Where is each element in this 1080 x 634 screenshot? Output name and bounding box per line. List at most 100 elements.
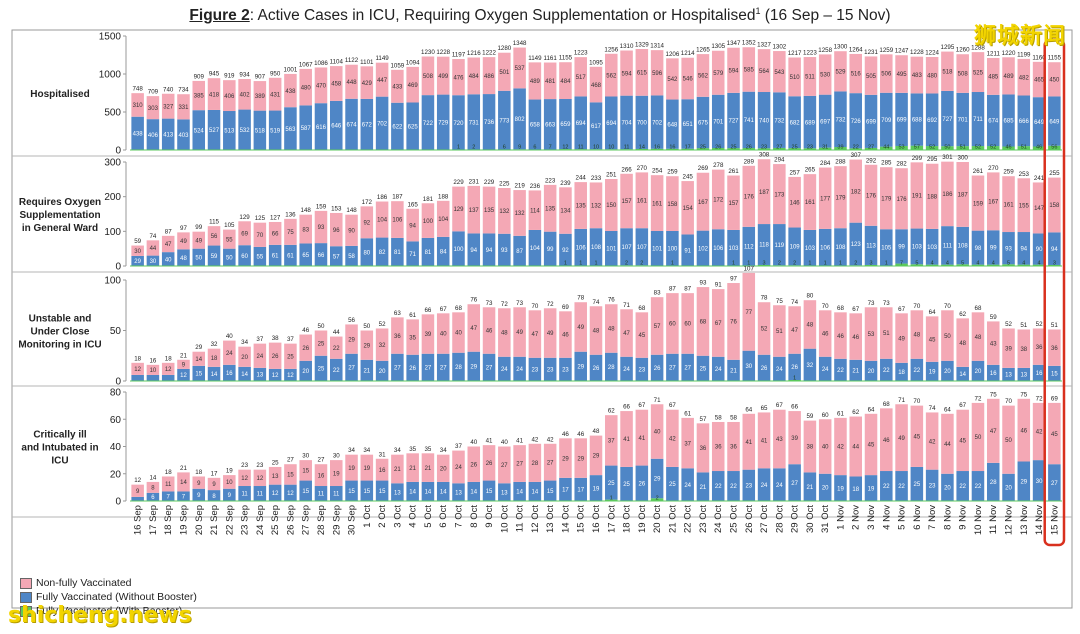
data-label-fully: 15 bbox=[1051, 372, 1058, 378]
data-label-total: 1310 bbox=[620, 43, 634, 50]
data-label-fully: 674 bbox=[347, 123, 358, 129]
data-label-non-fully: 49 bbox=[195, 238, 202, 244]
bar-booster bbox=[696, 148, 710, 150]
bar-fully-vaccinated bbox=[727, 92, 740, 149]
data-label-total: 71 bbox=[623, 302, 630, 309]
bar-fully-vaccinated bbox=[803, 348, 817, 381]
data-label-fully: 12 bbox=[287, 373, 294, 379]
data-label-non-fully: 46 bbox=[837, 334, 844, 340]
x-tick-label: 22 Sep bbox=[224, 505, 235, 535]
data-label-fully: 672 bbox=[362, 123, 373, 129]
bar-non-fully-vaccinated bbox=[941, 413, 954, 474]
data-label-total: 115 bbox=[209, 219, 219, 226]
data-label-booster: 11 bbox=[624, 145, 630, 151]
data-label-total: 67 bbox=[776, 402, 783, 409]
data-label-fully: 80 bbox=[363, 250, 370, 256]
data-label-fully: 651 bbox=[683, 122, 694, 128]
data-label-total: 1260 bbox=[956, 47, 970, 54]
data-label-fully: 26 bbox=[654, 366, 661, 372]
data-label-total: 1197 bbox=[452, 52, 466, 59]
data-label-fully: 29 bbox=[134, 259, 141, 265]
data-label-total: 83 bbox=[654, 290, 661, 297]
data-label-fully: 24 bbox=[761, 483, 768, 489]
bar-fully-vaccinated bbox=[895, 362, 908, 381]
bar-non-fully-vaccinated bbox=[605, 415, 618, 466]
data-label-total: 74 bbox=[929, 405, 936, 412]
data-label-fully: 20 bbox=[868, 369, 875, 375]
bar-non-fully-vaccinated bbox=[223, 475, 236, 489]
data-label-total: 46 bbox=[302, 327, 309, 334]
data-label-fully: 13 bbox=[257, 373, 264, 379]
bar-non-fully-vaccinated bbox=[375, 201, 389, 238]
data-label-non-fully: 470 bbox=[316, 84, 327, 90]
bar-non-fully-vaccinated bbox=[864, 164, 878, 226]
bar-booster bbox=[803, 148, 817, 150]
bar-non-fully-vaccinated bbox=[543, 308, 557, 358]
data-label-non-fully: 480 bbox=[301, 85, 312, 91]
data-label-total: 107 bbox=[744, 265, 755, 272]
data-label-fully: 649 bbox=[1049, 119, 1060, 125]
data-label-non-fully: 157 bbox=[622, 199, 633, 205]
bar-non-fully-vaccinated bbox=[436, 200, 450, 237]
data-label-fully: 21 bbox=[852, 369, 859, 375]
bar-non-fully-vaccinated bbox=[834, 417, 847, 476]
bar-non-fully-vaccinated bbox=[727, 175, 740, 230]
data-label-non-fully: 19 bbox=[348, 466, 355, 472]
data-label-total: 74 bbox=[791, 299, 798, 306]
data-label-non-fully: 15 bbox=[302, 469, 309, 475]
x-tick-label: 13 Oct bbox=[545, 505, 556, 533]
data-label-total: 740 bbox=[163, 86, 174, 93]
data-label-total: 42 bbox=[531, 436, 538, 443]
bar-fully-vaccinated bbox=[1002, 232, 1015, 265]
data-label-fully: 587 bbox=[301, 126, 312, 132]
bar-fully-vaccinated bbox=[329, 358, 343, 381]
bar-non-fully-vaccinated bbox=[849, 159, 863, 223]
data-label-total: 127 bbox=[270, 214, 281, 221]
data-label-fully: 22 bbox=[883, 368, 890, 374]
data-label-total: 50 bbox=[363, 323, 370, 330]
bar-non-fully-vaccinated bbox=[192, 80, 206, 111]
bar-fully-vaccinated bbox=[207, 245, 221, 266]
data-label-fully: 81 bbox=[425, 250, 432, 256]
x-tick-label: 21 Oct bbox=[667, 505, 678, 533]
bar-non-fully-vaccinated bbox=[238, 221, 251, 246]
data-label-fully: 12 bbox=[272, 491, 279, 497]
data-label-non-fully: 46 bbox=[562, 333, 569, 339]
data-label-fully: 24 bbox=[715, 367, 722, 373]
data-label-non-fully: 484 bbox=[560, 79, 571, 85]
data-label-non-fully: 176 bbox=[744, 195, 755, 201]
bar-fully-vaccinated bbox=[711, 94, 725, 149]
data-label-non-fully: 450 bbox=[1049, 78, 1060, 84]
data-label-fully: 625 bbox=[408, 124, 419, 130]
bar-fully-vaccinated bbox=[238, 486, 251, 501]
x-tick-label: 27 Sep bbox=[301, 505, 312, 535]
bar-non-fully-vaccinated bbox=[498, 446, 511, 484]
data-label-total: 35 bbox=[424, 446, 431, 453]
data-label-total: 1305 bbox=[711, 43, 725, 50]
data-label-non-fully: 24 bbox=[455, 465, 462, 471]
y-tick-label: 100 bbox=[104, 276, 121, 287]
data-label-non-fully: 42 bbox=[669, 437, 676, 443]
bar-fully-vaccinated bbox=[314, 355, 328, 381]
bar-fully-vaccinated bbox=[406, 354, 419, 381]
data-label-booster: 22 bbox=[853, 145, 859, 151]
bar-non-fully-vaccinated bbox=[834, 312, 847, 359]
bar-booster bbox=[971, 146, 985, 150]
data-label-non-fully: 508 bbox=[423, 74, 434, 80]
bar-fully-vaccinated bbox=[834, 91, 847, 148]
data-label-total: 148 bbox=[346, 207, 357, 214]
bar-non-fully-vaccinated bbox=[849, 53, 863, 94]
data-label-fully: 20 bbox=[379, 369, 386, 375]
data-label-total: 27 bbox=[287, 457, 294, 464]
bar-fully-vaccinated bbox=[559, 357, 572, 381]
bar-fully-vaccinated bbox=[406, 241, 419, 266]
bar-fully-vaccinated bbox=[941, 473, 954, 501]
bar-fully-vaccinated bbox=[177, 368, 190, 381]
bar-non-fully-vaccinated bbox=[1002, 328, 1015, 368]
y-tick-label: 40 bbox=[110, 442, 122, 453]
bar-non-fully-vaccinated bbox=[391, 201, 404, 238]
data-label-total: 72 bbox=[547, 301, 554, 308]
y-tick-label: 0 bbox=[115, 497, 121, 508]
data-label-fully: 60 bbox=[241, 254, 248, 260]
bar-fully-vaccinated bbox=[727, 229, 740, 266]
